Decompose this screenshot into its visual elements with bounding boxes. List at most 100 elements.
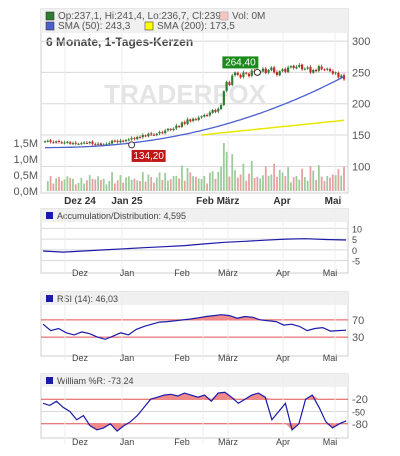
volume-bar xyxy=(303,177,306,191)
candle-body xyxy=(203,115,206,117)
volume-bar xyxy=(292,177,295,191)
volume-bar xyxy=(99,179,102,191)
candle-body xyxy=(194,119,197,121)
low-marker: 134,20 xyxy=(128,141,166,162)
candle-body xyxy=(166,128,170,131)
volume-bar xyxy=(250,160,253,191)
volume-bar xyxy=(298,179,301,191)
candle-body xyxy=(74,142,77,144)
candle-body xyxy=(46,140,49,142)
williams-line xyxy=(42,391,347,432)
x-tick-label: März xyxy=(218,437,238,447)
volume-bar xyxy=(46,181,49,191)
candle-body xyxy=(275,72,279,75)
volume-tick-label: 0,0M xyxy=(14,186,38,198)
date-tick-label: März xyxy=(217,196,240,207)
candle-body xyxy=(292,65,295,69)
volume-bar xyxy=(58,177,60,191)
volume-bar xyxy=(164,172,167,191)
candle-body xyxy=(264,68,267,74)
volume-bar xyxy=(306,180,309,191)
y-tick-label: -20 xyxy=(352,394,368,406)
candle-body xyxy=(85,142,89,144)
volume-bar xyxy=(102,178,105,191)
candle-body xyxy=(331,71,334,74)
volume-bar xyxy=(127,176,130,191)
volume-bar xyxy=(122,182,125,191)
williams-legend: William %R: -73,24 xyxy=(57,376,134,386)
candle-body xyxy=(334,72,337,74)
volume-bar xyxy=(49,175,52,191)
volume-bar xyxy=(329,177,331,191)
candle-body xyxy=(175,125,178,129)
candle-body xyxy=(71,143,75,145)
volume-bar xyxy=(158,172,161,191)
candle-body xyxy=(138,136,142,138)
sma200-legend-swatch xyxy=(144,21,154,31)
volume-bar xyxy=(133,178,136,191)
candle-body xyxy=(250,70,253,76)
volume-tick-label: 1,5M xyxy=(14,138,38,150)
price-tick-label: 150 xyxy=(352,130,370,142)
x-tick-label: Feb xyxy=(174,268,190,278)
volume-bar xyxy=(228,176,231,191)
candle-body xyxy=(124,140,128,142)
candle-body xyxy=(186,119,189,125)
candle-body xyxy=(233,72,237,76)
volume-bar xyxy=(147,174,150,191)
y-tick-label: 10 xyxy=(352,224,362,234)
volume-bar xyxy=(130,179,133,191)
volume-bar xyxy=(66,176,69,191)
candle-body xyxy=(52,142,55,144)
candle-body xyxy=(158,131,161,134)
volume-bar xyxy=(273,163,276,191)
volume-bar xyxy=(281,172,284,191)
volume-bar xyxy=(88,175,91,191)
watermark: TRADERFOX xyxy=(104,79,266,109)
candle-body xyxy=(130,138,133,140)
price-tick-label: 300 xyxy=(352,36,370,48)
ad-panel: Accumulation/Distribution: 4,595 1050-5 … xyxy=(40,208,362,278)
period-label: 6 Monate, 1-Tages-Kerzen xyxy=(46,35,193,49)
price-tick-label: 100 xyxy=(352,161,370,173)
volume-bar xyxy=(55,178,58,191)
main-plot-frame xyxy=(40,8,349,194)
volume-bar xyxy=(312,170,315,191)
volume-bar xyxy=(248,173,250,191)
volume-bar xyxy=(242,163,245,191)
candle-body xyxy=(88,141,91,144)
candle-body xyxy=(205,115,209,117)
candle-body xyxy=(152,134,156,136)
candle-body xyxy=(317,66,320,71)
vol-legend: Vol: 0M xyxy=(232,11,265,22)
volume-bar xyxy=(94,179,97,191)
ad-x-ticks: Dez Jan Feb März Apr Mai xyxy=(72,268,337,278)
x-tick-label: Jan xyxy=(120,437,135,447)
volume-bar xyxy=(144,181,147,191)
candle-body xyxy=(127,139,130,141)
y-tick-label: 0 xyxy=(352,246,357,256)
candle-body xyxy=(80,143,83,145)
candle-body xyxy=(77,143,80,145)
volume-bar xyxy=(264,166,267,191)
volume-bar xyxy=(309,166,312,191)
volume-bar xyxy=(150,177,153,191)
date-tick-label: Jan 25 xyxy=(111,196,143,207)
candle-body xyxy=(284,68,287,72)
volume-bar xyxy=(290,182,292,191)
candle-body xyxy=(141,135,144,138)
volume-bar xyxy=(206,183,208,191)
candle-body xyxy=(314,69,318,72)
candle-body xyxy=(91,141,94,144)
candle-body xyxy=(337,72,340,78)
ohlc-legend: Op:237,1, Hi:241,4, Lo:236,7, Cl:239 xyxy=(58,11,221,22)
candle-body xyxy=(147,133,150,137)
high-marker: 264,40 xyxy=(222,56,261,76)
volume-bar xyxy=(83,183,86,191)
volume-bar xyxy=(186,167,189,191)
volume-bar xyxy=(200,179,203,191)
candle-body xyxy=(164,130,167,134)
volume-bar xyxy=(74,184,77,191)
